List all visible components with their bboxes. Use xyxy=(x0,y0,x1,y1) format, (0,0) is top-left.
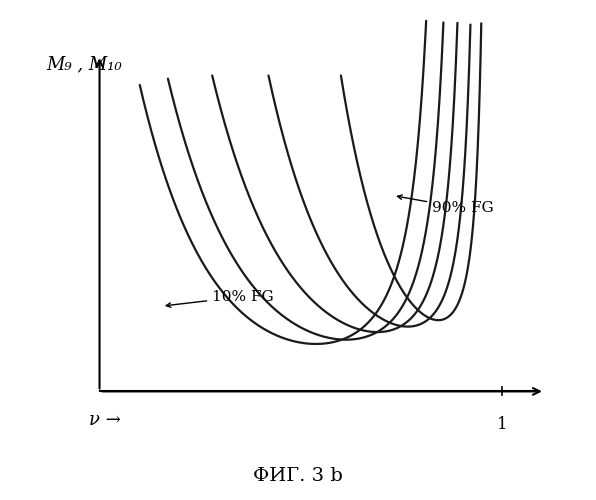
Text: ФИГ. 3 b: ФИГ. 3 b xyxy=(253,467,343,485)
Text: M₉ , M₁₀: M₉ , M₁₀ xyxy=(46,55,122,73)
Text: 10% FG: 10% FG xyxy=(166,290,274,308)
Text: 90% FG: 90% FG xyxy=(398,195,494,215)
Text: 1: 1 xyxy=(496,416,507,432)
Text: ν →: ν → xyxy=(89,411,120,428)
